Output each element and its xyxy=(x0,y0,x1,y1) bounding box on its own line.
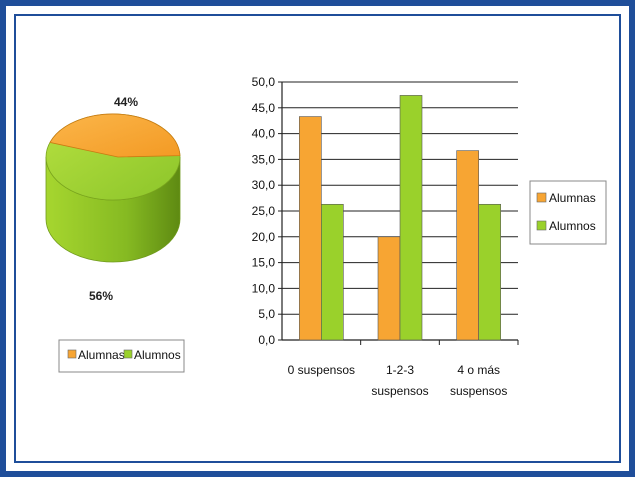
bar-alumnas-0 xyxy=(299,116,322,341)
bar-legend-swatch-alumnas xyxy=(536,192,547,203)
bar-alumnas-2 xyxy=(456,150,479,341)
y-tick-label: 5,0 xyxy=(258,307,275,321)
x-tick-label: 1-2-3 xyxy=(386,363,414,377)
y-tick-label: 30,0 xyxy=(252,178,276,192)
slide-inner-border xyxy=(14,14,621,463)
pie-slice-alumnas xyxy=(49,113,181,158)
bar-legend-swatch-alumnos xyxy=(536,220,547,231)
pie-legend-swatch-alumnas xyxy=(67,349,77,359)
y-tick-label: 25,0 xyxy=(252,204,276,218)
y-tick-label: 10,0 xyxy=(252,281,276,295)
pie-label-alumnas: 44% xyxy=(114,95,138,109)
y-tick-label: 20,0 xyxy=(252,230,276,244)
bar-alumnos-0 xyxy=(321,203,344,341)
bar-legend-label-alumnas: Alumnas xyxy=(549,191,596,205)
bar-legend-label-alumnos: Alumnos xyxy=(549,219,596,233)
pie-label-alumnos: 56% xyxy=(89,289,113,303)
y-tick-label: 35,0 xyxy=(252,152,276,166)
pie-legend-swatch-alumnos xyxy=(123,349,133,359)
bar-alumnas-1 xyxy=(377,236,401,341)
y-tick-label: 40,0 xyxy=(252,127,276,141)
y-tick-label: 50,0 xyxy=(252,75,276,89)
x-tick-label: 4 o más xyxy=(457,363,500,377)
x-tick-label: suspensos xyxy=(450,384,507,398)
y-tick-label: 15,0 xyxy=(252,256,276,270)
pie-legend-label-alumnos: Alumnos xyxy=(134,348,181,362)
bar-alumnos-2 xyxy=(478,203,501,341)
y-tick-label: 0,0 xyxy=(258,333,275,347)
x-tick-label: 0 suspensos xyxy=(288,363,355,377)
bar-legend xyxy=(529,180,607,245)
pie-legend-label-alumnas: Alumnas xyxy=(78,348,125,362)
bar-alumnos-1 xyxy=(399,95,423,341)
pie-legend xyxy=(58,339,185,373)
x-tick-label: suspensos xyxy=(371,384,428,398)
y-tick-label: 45,0 xyxy=(252,101,276,115)
